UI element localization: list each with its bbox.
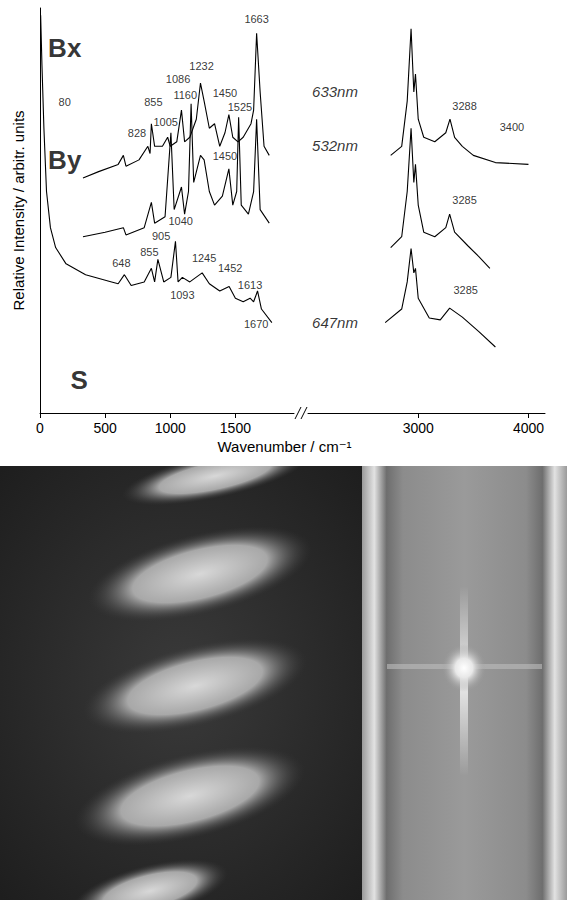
svg-text:3288: 3288	[452, 100, 476, 112]
svg-text:80: 80	[59, 96, 71, 108]
svg-text:Wavenumber / cm⁻¹: Wavenumber / cm⁻¹	[218, 438, 352, 455]
svg-text:828: 828	[128, 127, 146, 139]
svg-text:1005: 1005	[153, 116, 177, 128]
svg-text:855: 855	[144, 96, 162, 108]
svg-text:Bx: Bx	[48, 33, 82, 63]
svg-text:1245: 1245	[192, 252, 216, 264]
svg-text:1450: 1450	[213, 150, 237, 162]
svg-text:S: S	[70, 365, 87, 395]
svg-text:1525: 1525	[228, 101, 252, 113]
svg-text:1000: 1000	[155, 420, 186, 436]
svg-text:1450: 1450	[213, 87, 237, 99]
svg-text:633nm: 633nm	[312, 83, 358, 100]
svg-text:1086: 1086	[166, 73, 190, 85]
svg-text:0: 0	[36, 420, 44, 436]
svg-text:1500: 1500	[220, 420, 251, 436]
svg-text:1232: 1232	[189, 60, 213, 72]
svg-text:4000: 4000	[513, 420, 544, 436]
svg-text:3000: 3000	[403, 420, 434, 436]
svg-text:1040: 1040	[168, 215, 192, 227]
svg-text:3285: 3285	[452, 194, 476, 206]
svg-text:1093: 1093	[170, 289, 194, 301]
svg-text:1663: 1663	[244, 13, 268, 25]
svg-text:1452: 1452	[218, 262, 242, 274]
svg-text:1160: 1160	[173, 89, 197, 101]
svg-text:Relative Intensity / arbitr. u: Relative Intensity / arbitr. units	[10, 110, 27, 310]
svg-text:905: 905	[152, 230, 170, 242]
svg-text:By: By	[48, 145, 82, 175]
svg-text:532nm: 532nm	[312, 137, 358, 154]
svg-text:648: 648	[112, 257, 130, 269]
svg-text:647nm: 647nm	[312, 314, 358, 331]
svg-text:3400: 3400	[500, 121, 524, 133]
svg-text:855: 855	[140, 246, 158, 258]
svg-text:1613: 1613	[238, 279, 262, 291]
svg-text:500: 500	[93, 420, 117, 436]
svg-text:1670: 1670	[244, 318, 268, 330]
svg-text:3285: 3285	[453, 284, 477, 296]
